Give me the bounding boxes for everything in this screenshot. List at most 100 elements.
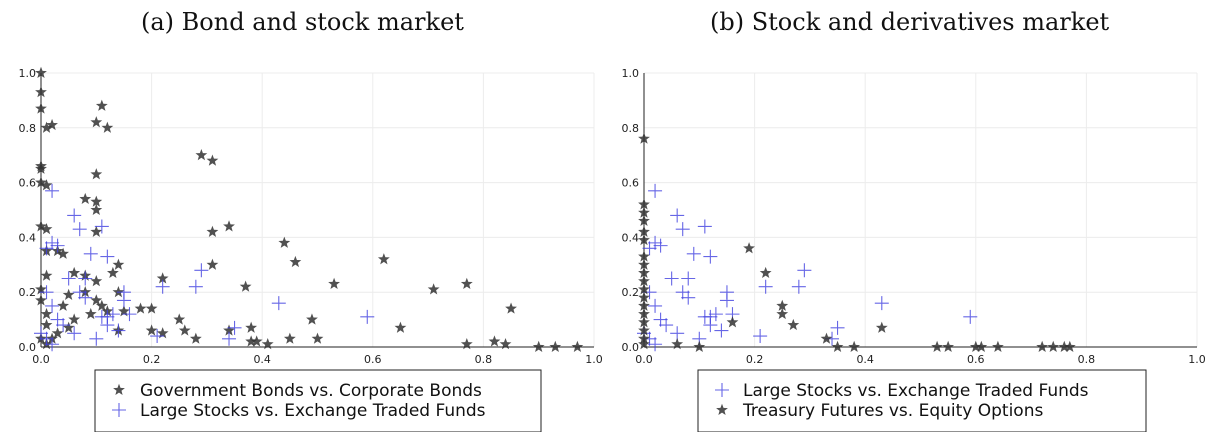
plus-point [67,326,82,341]
star-point [638,316,650,328]
plus-point [61,271,76,286]
plus-point [56,318,71,333]
star-point [206,258,219,270]
star-point [62,321,75,333]
series-0 [35,66,584,353]
star-point [969,340,982,353]
star-point [831,340,844,353]
panel-a-title: (a) Bond and stock market [141,8,464,36]
plus-point [675,222,690,237]
plus-point [874,296,889,311]
star-point [638,214,650,226]
star-point [112,286,125,298]
star-point [278,236,291,248]
legend-label: Government Bonds vs. Corporate Bonds [140,381,482,401]
star-point [306,313,318,325]
plus-point [681,290,696,305]
x-tick-label: 0.6 [364,353,382,366]
star-point [134,302,147,314]
star-point [250,335,263,347]
star-point [35,283,47,295]
y-tick-label: 0.0 [622,341,640,354]
x-tick-label: 0.8 [475,353,493,366]
star-point [223,324,235,336]
star-point [311,332,324,344]
legend-label: Treasury Futures vs. Equity Options [742,401,1043,421]
plus-point [194,263,209,278]
star-point [68,313,81,325]
plus-point [222,331,237,346]
star-point [1036,340,1049,353]
y-tick-label: 0.4 [19,231,37,244]
plus-point [39,285,54,300]
y-tick-label: 0.2 [19,286,37,299]
legend-marker [112,403,126,417]
star-point [505,302,517,314]
x-tick-label: 0.0 [635,353,653,366]
y-tick-label: 0.6 [622,177,640,190]
star-point [1063,340,1076,353]
plus-point [758,279,773,294]
star-point [57,247,70,259]
plus-point [72,222,87,237]
plus-point [50,238,65,253]
y-tick-label: 0.0 [19,341,37,354]
plus-point [78,290,93,305]
plus-point [653,238,668,253]
x-tick-label: 0.2 [746,353,764,366]
plus-point [686,246,701,261]
star-point [776,299,789,311]
plus-point [697,219,712,234]
plus-point [116,285,131,300]
star-point [95,99,108,111]
x-tick-label: 0.6 [967,353,985,366]
plus-point [188,279,203,294]
star-point [638,258,650,270]
star-point [118,305,130,317]
star-point [638,132,650,144]
y-tick-label: 0.2 [622,286,640,299]
star-point [787,318,800,331]
plus-point [89,331,104,346]
star-point [638,250,650,262]
star-point [223,220,235,232]
star-point [571,340,584,353]
star-point [57,299,70,311]
star-point [460,338,473,350]
x-tick-label: 0.8 [1078,353,1096,366]
star-point [875,321,888,333]
star-point [145,302,158,314]
star-point [638,291,650,303]
plus-point [227,320,242,335]
x-tick-label: 1.0 [585,353,603,366]
star-point [68,266,81,279]
plus-point [111,323,126,338]
plus-point [45,183,60,198]
y-tick-label: 0.8 [19,122,37,135]
legend-label: Large Stocks vs. Exchange Traded Funds [743,381,1089,401]
star-point [328,277,340,289]
plus-point [34,326,48,341]
star-point [532,340,545,353]
plus-point [50,312,65,327]
plus-point [155,279,170,294]
star-point [189,332,202,344]
star-point [46,118,58,131]
star-point [90,275,103,287]
plus-point [753,329,768,344]
star-point [40,269,53,281]
plus-point [45,337,60,352]
star-point [499,338,512,350]
legend-box [94,369,542,432]
star-point [992,340,1004,353]
star-point [106,266,119,279]
x-tick-label: 0.4 [253,353,271,366]
star-point [638,307,650,320]
star-point [671,338,684,350]
chart-panel-b: 0.0 0.2 0.4 0.6 0.8 1.0 0.0 0.2 0.4 0.6 0.8 1.0 Larg… [622,67,1206,432]
star-point [488,335,501,347]
plus-point [122,307,137,322]
star-point [549,340,562,353]
plus-point [681,271,696,286]
